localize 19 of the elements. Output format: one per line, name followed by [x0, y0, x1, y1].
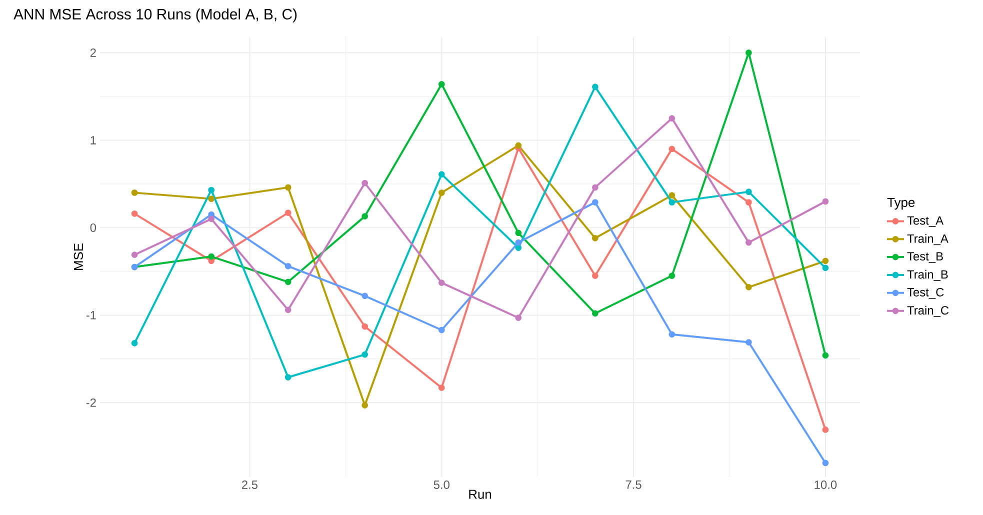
x-tick-label: 10.0 — [814, 480, 837, 489]
legend-label: Test_C — [907, 288, 944, 299]
x-axis-title: Run — [469, 490, 492, 499]
y-axis-title: MSE — [74, 244, 84, 270]
chart-title: ANN MSE Across 10 Runs (Model A, B, C) — [14, 8, 297, 22]
x-tick-label: 5.0 — [434, 480, 450, 489]
legend-label: Test_B — [907, 252, 943, 263]
legend-title: Type — [887, 198, 915, 210]
y-tick-label: 0 — [90, 223, 96, 232]
legend-label: Train_B — [907, 270, 948, 281]
y-tick-label: 2 — [90, 48, 96, 57]
x-tick-label: 2.5 — [242, 480, 258, 489]
legend-label: Test_A — [907, 216, 944, 227]
y-tick-label: 1 — [90, 136, 96, 144]
x-tick-label: 7.5 — [626, 480, 642, 489]
legend-label: Train_A — [907, 234, 948, 246]
legend-label: Train_C — [907, 306, 949, 317]
y-tick-label: -1 — [86, 311, 96, 320]
y-tick-label: -2 — [86, 398, 96, 407]
